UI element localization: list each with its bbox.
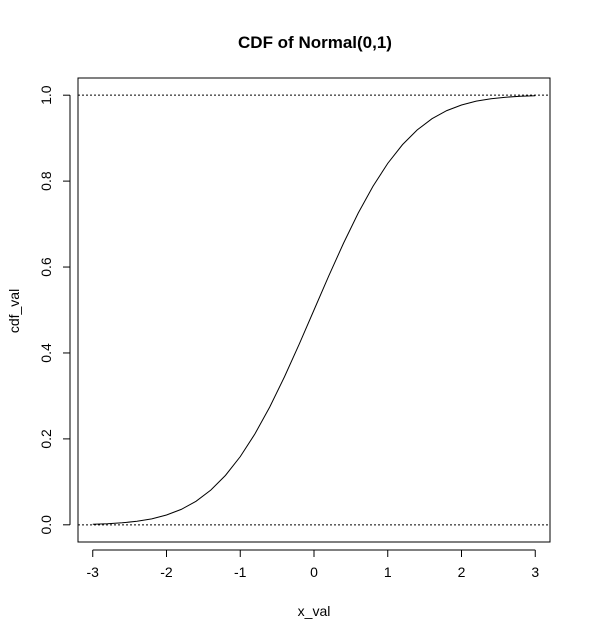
x-axis-label: x_val	[298, 603, 331, 619]
chart-title: CDF of Normal(0,1)	[238, 33, 392, 52]
x-tick-label: -2	[160, 564, 173, 580]
reference-lines	[78, 94, 550, 526]
x-tick-label: -1	[234, 564, 247, 580]
x-tick-label: 2	[458, 564, 466, 580]
series-line-0	[92, 95, 536, 525]
y-axis: 0.0 0.2 0.4 0.6 0.8 1.0	[38, 85, 71, 535]
y-tick-label: 0.0	[38, 515, 54, 535]
y-tick-label: 0.2	[38, 429, 54, 449]
x-tick-label: -3	[87, 564, 100, 580]
y-tick-label: 0.8	[38, 171, 54, 191]
y-tick-label: 0.4	[38, 343, 54, 363]
series-layer	[92, 95, 536, 525]
plot-frame	[77, 77, 551, 543]
x-axis: -3 -2 -1 0 1 2 3	[87, 549, 539, 580]
x-tick-label: 0	[310, 564, 318, 580]
x-tick-label: 3	[531, 564, 539, 580]
y-tick-label: 1.0	[38, 85, 54, 105]
x-tick-label: 1	[384, 564, 392, 580]
y-tick-label: 0.6	[38, 257, 54, 277]
y-axis-label: cdf_val	[6, 289, 22, 333]
